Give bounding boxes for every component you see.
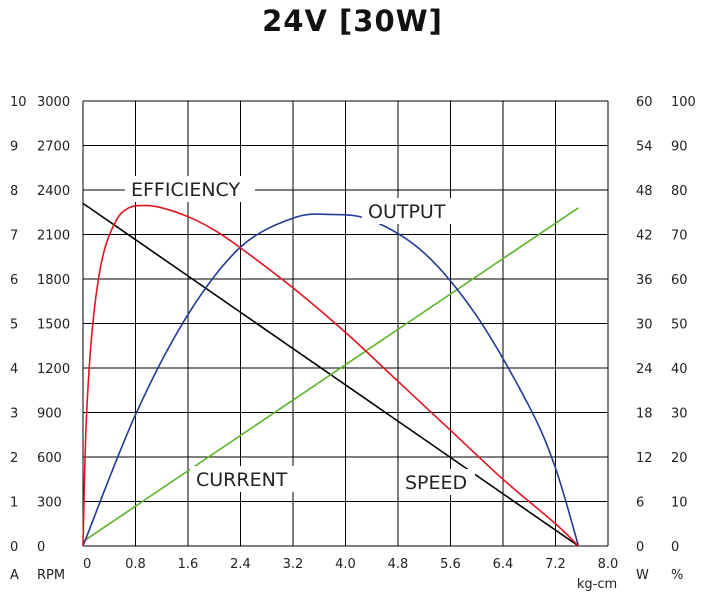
y-tick-label-pct: 0 xyxy=(671,540,679,555)
y-tick-label-a: 9 xyxy=(10,140,18,155)
x-tick-label: 4.8 xyxy=(388,557,409,572)
x-tick-label: 4.0 xyxy=(335,557,356,572)
y-tick-label-pct: 90 xyxy=(671,140,688,155)
y-tick-label-w: 0 xyxy=(636,540,644,555)
output-label-backdrop xyxy=(362,198,452,224)
series-line-output xyxy=(82,213,580,547)
y-tick-label-a: 7 xyxy=(10,229,18,244)
y-tick-label-w: 6 xyxy=(636,496,644,511)
y-tick-label-a: 10 xyxy=(10,95,27,110)
y-tick-label-pct: 40 xyxy=(671,362,688,377)
output-label: OUTPUT xyxy=(368,201,446,223)
axis-unit-pct: % xyxy=(671,568,683,583)
y-tick-label-rpm: 2400 xyxy=(37,184,70,199)
current-label: CURRENT xyxy=(196,469,288,491)
efficiency-label: EFFICIENCY xyxy=(131,179,240,201)
x-axis-label: kg-cm xyxy=(577,577,617,592)
y-tick-label-w: 42 xyxy=(636,229,653,244)
y-tick-label-w: 30 xyxy=(636,318,653,333)
y-tick-label-pct: 10 xyxy=(671,496,688,511)
y-tick-label-w: 48 xyxy=(636,184,653,199)
y-tick-label-w: 54 xyxy=(636,140,653,155)
x-tick-label: 0.8 xyxy=(125,557,146,572)
y-tick-label-rpm: 1800 xyxy=(37,273,70,288)
y-tick-label-pct: 20 xyxy=(671,451,688,466)
y-tick-label-pct: 80 xyxy=(671,184,688,199)
x-tick-label: 6.4 xyxy=(493,557,514,572)
y-tick-label-rpm: 1500 xyxy=(37,318,70,333)
x-tick-label: 2.4 xyxy=(230,557,251,572)
y-tick-label-w: 60 xyxy=(636,95,653,110)
speed-label: SPEED xyxy=(405,472,467,494)
axis-unit-a: A xyxy=(10,568,19,583)
y-tick-label-rpm: 600 xyxy=(37,451,62,466)
x-tick-label: 3.2 xyxy=(283,557,304,572)
y-tick-label-a: 2 xyxy=(10,451,18,466)
y-tick-label-a: 4 xyxy=(10,362,18,377)
y-tick-label-pct: 100 xyxy=(671,95,696,110)
y-tick-label-w: 12 xyxy=(636,451,653,466)
y-tick-label-rpm: 2100 xyxy=(37,229,70,244)
y-tick-label-pct: 60 xyxy=(671,273,688,288)
y-tick-label-pct: 30 xyxy=(671,407,688,422)
x-tick-label: 8.0 xyxy=(598,557,619,572)
efficiency-label-backdrop xyxy=(125,176,255,202)
x-tick-label: 1.6 xyxy=(178,557,199,572)
y-tick-label-w: 24 xyxy=(636,362,653,377)
y-tick-label-a: 1 xyxy=(10,496,18,511)
axis-unit-w: W xyxy=(636,568,649,583)
chart-title: 24V [30W] xyxy=(262,4,443,38)
y-tick-label-rpm: 0 xyxy=(37,540,45,555)
x-tick-label: 7.2 xyxy=(545,557,566,572)
y-tick-label-rpm: 3000 xyxy=(37,95,70,110)
series-line-efficiency xyxy=(82,204,580,547)
y-tick-label-rpm: 900 xyxy=(37,407,62,422)
axis-unit-rpm: RPM xyxy=(37,568,65,583)
y-tick-label-a: 0 xyxy=(10,540,18,555)
y-tick-label-w: 36 xyxy=(636,273,653,288)
y-tick-label-a: 8 xyxy=(10,184,18,199)
y-tick-label-pct: 70 xyxy=(671,229,688,244)
y-tick-label-a: 6 xyxy=(10,273,18,288)
y-tick-label-pct: 50 xyxy=(671,318,688,333)
y-tick-label-a: 5 xyxy=(10,318,18,333)
series-line-current xyxy=(82,207,579,543)
x-tick-label: 0 xyxy=(83,557,91,572)
speed-label-backdrop xyxy=(399,469,475,495)
current-label-backdrop xyxy=(190,466,294,492)
y-tick-label-w: 18 xyxy=(636,407,653,422)
x-tick-label: 5.6 xyxy=(440,557,461,572)
y-tick-label-rpm: 300 xyxy=(37,496,62,511)
y-tick-label-rpm: 1200 xyxy=(37,362,70,377)
y-tick-label-a: 3 xyxy=(10,407,18,422)
y-tick-label-rpm: 2700 xyxy=(37,140,70,155)
